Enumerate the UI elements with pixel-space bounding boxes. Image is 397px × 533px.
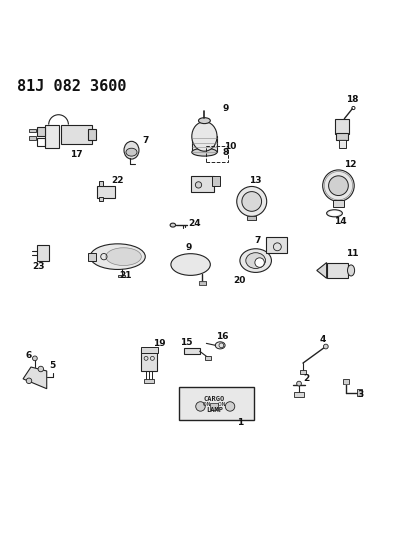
Bar <box>205 356 211 360</box>
Text: 1: 1 <box>237 418 243 427</box>
Text: 2: 2 <box>303 374 309 383</box>
Circle shape <box>323 170 354 201</box>
Text: 14: 14 <box>334 216 347 225</box>
Text: 24: 24 <box>188 219 201 228</box>
Bar <box>266 237 287 253</box>
Circle shape <box>329 176 348 196</box>
Text: 15: 15 <box>180 338 193 347</box>
Ellipse shape <box>198 118 210 124</box>
Bar <box>247 216 256 220</box>
Bar <box>97 185 114 198</box>
Text: 13: 13 <box>249 176 262 185</box>
Bar <box>88 128 96 140</box>
Bar <box>29 136 36 140</box>
Text: 5: 5 <box>50 360 56 369</box>
Bar <box>29 128 36 133</box>
Polygon shape <box>23 367 47 389</box>
Text: 10: 10 <box>224 142 236 151</box>
Ellipse shape <box>124 141 139 159</box>
Circle shape <box>297 381 301 386</box>
Ellipse shape <box>240 249 272 272</box>
Text: 11: 11 <box>346 249 358 259</box>
Text: 16: 16 <box>216 332 228 341</box>
Text: 8: 8 <box>223 148 229 157</box>
Bar <box>191 176 214 191</box>
Bar <box>37 245 49 261</box>
Text: 9: 9 <box>223 104 229 114</box>
Text: CARGO: CARGO <box>204 395 225 401</box>
Circle shape <box>195 182 202 188</box>
Bar <box>333 200 344 207</box>
Bar <box>141 349 157 371</box>
Bar <box>192 136 217 152</box>
Bar <box>45 125 58 148</box>
Ellipse shape <box>90 244 145 270</box>
Text: 21: 21 <box>119 271 132 280</box>
Text: 81J 082 3600: 81J 082 3600 <box>17 79 127 94</box>
Ellipse shape <box>215 342 225 349</box>
Circle shape <box>38 366 44 372</box>
Text: 6: 6 <box>26 351 32 360</box>
Ellipse shape <box>347 265 355 276</box>
Text: ON  ON: ON ON <box>203 402 225 407</box>
Text: 19: 19 <box>153 339 166 348</box>
Ellipse shape <box>106 248 141 265</box>
Ellipse shape <box>126 148 137 156</box>
Bar <box>327 263 348 278</box>
Bar <box>144 379 154 383</box>
Bar <box>335 119 349 134</box>
Bar <box>212 176 220 185</box>
Bar <box>37 126 45 136</box>
Text: 3: 3 <box>357 390 363 399</box>
Polygon shape <box>317 263 327 278</box>
Text: 18: 18 <box>346 95 358 104</box>
Circle shape <box>196 402 205 411</box>
Bar <box>179 387 254 420</box>
Ellipse shape <box>170 223 175 227</box>
Ellipse shape <box>327 209 342 217</box>
Bar <box>210 403 218 410</box>
Circle shape <box>324 344 328 349</box>
Ellipse shape <box>330 211 339 215</box>
Bar <box>199 281 206 286</box>
Text: 23: 23 <box>33 262 45 271</box>
Circle shape <box>242 191 262 211</box>
Text: 20: 20 <box>234 276 246 285</box>
Circle shape <box>33 356 37 361</box>
Ellipse shape <box>246 253 266 269</box>
Bar <box>99 181 104 186</box>
Circle shape <box>255 258 264 267</box>
Bar <box>300 370 306 374</box>
Circle shape <box>237 187 267 216</box>
Text: LAMP: LAMP <box>206 407 223 414</box>
Text: 7: 7 <box>254 236 261 245</box>
Ellipse shape <box>192 148 217 156</box>
Bar <box>118 275 125 277</box>
Text: 7: 7 <box>142 136 148 145</box>
Text: 4: 4 <box>320 335 326 344</box>
Bar <box>141 348 158 353</box>
Bar <box>184 348 200 354</box>
Text: 17: 17 <box>70 150 83 159</box>
Bar <box>60 125 92 144</box>
Bar <box>88 253 96 261</box>
Ellipse shape <box>192 122 217 151</box>
Bar <box>337 133 348 140</box>
Bar <box>339 140 345 148</box>
Text: 22: 22 <box>112 176 124 185</box>
Ellipse shape <box>171 254 210 276</box>
Text: 9: 9 <box>185 244 192 253</box>
Text: 12: 12 <box>344 159 357 168</box>
Bar <box>343 379 349 384</box>
Circle shape <box>225 402 235 411</box>
Bar <box>294 392 304 397</box>
Bar <box>206 146 228 162</box>
Bar <box>357 390 362 396</box>
Circle shape <box>26 378 32 384</box>
Bar <box>99 197 104 201</box>
Bar <box>37 139 45 146</box>
